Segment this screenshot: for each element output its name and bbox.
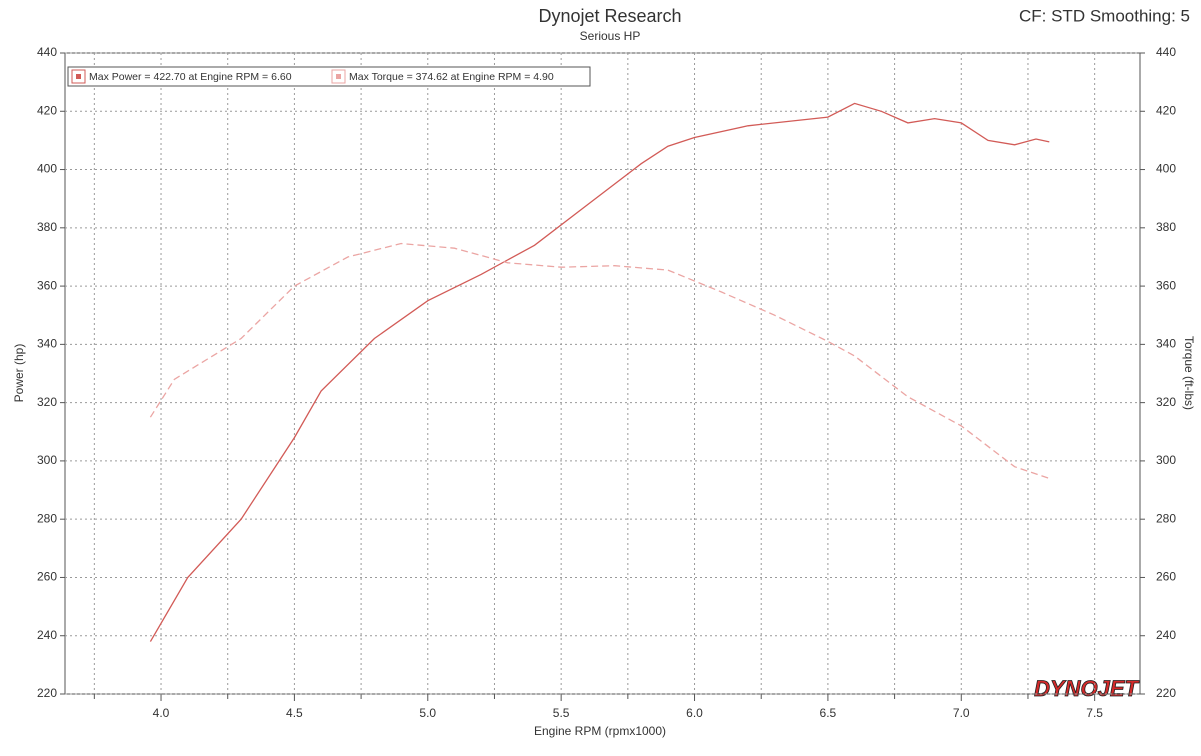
y2-tick-label: 340: [1156, 337, 1176, 351]
series-line: [149, 102, 1050, 642]
x-tick-label: 6.5: [820, 706, 837, 720]
x-tick-label: 4.5: [286, 706, 303, 720]
y2-tick-label: 220: [1156, 686, 1176, 700]
x-tick-label: 4.0: [153, 706, 170, 720]
y2-tick-label: 360: [1156, 278, 1176, 292]
y2-tick-label: 420: [1156, 103, 1176, 117]
logo: DYNOJET: [1034, 676, 1139, 701]
chart-title: Dynojet Research: [538, 6, 681, 26]
x-axis-label: Engine RPM (rpmx1000): [534, 724, 666, 738]
y-tick-label: 420: [37, 103, 57, 117]
y-tick-label: 220: [37, 686, 57, 700]
y-tick-label: 340: [37, 337, 57, 351]
x-tick-label: 6.0: [686, 706, 703, 720]
y-tick-label: 360: [37, 278, 57, 292]
y2-tick-label: 260: [1156, 570, 1176, 584]
legend-swatch-dot: [76, 74, 81, 79]
y-tick-label: 320: [37, 395, 57, 409]
x-tick-label: 7.0: [953, 706, 970, 720]
y-tick-label: 300: [37, 453, 57, 467]
y2-tick-label: 400: [1156, 162, 1176, 176]
chart-subtitle: Serious HP: [580, 29, 641, 43]
legend-label: Max Torque = 374.62 at Engine RPM = 4.90: [349, 71, 554, 83]
y-tick-label: 240: [37, 628, 57, 642]
series-line: [149, 242, 1050, 480]
y-tick-label: 440: [37, 45, 57, 59]
y2-tick-label: 240: [1156, 628, 1176, 642]
plot-area: [64, 52, 1141, 695]
y2-tick-label: 300: [1156, 453, 1176, 467]
y2-axis-label: Torque (ft-lbs): [1182, 336, 1196, 410]
legend: Max Power = 422.70 at Engine RPM = 6.60 M…: [67, 66, 591, 87]
legend-swatch-dot: [336, 74, 341, 79]
y-tick-label: 280: [37, 511, 57, 525]
y-axis-label: Power (hp): [12, 344, 26, 403]
corner-note: CF: STD Smoothing: 5: [1019, 6, 1190, 25]
legend-box: [67, 66, 591, 87]
y-tick-label: 400: [37, 162, 57, 176]
y2-tick-label: 440: [1156, 45, 1176, 59]
legend-label: Max Power = 422.70 at Engine RPM = 6.60: [89, 71, 292, 83]
x-tick-label: 5.5: [553, 706, 570, 720]
x-tick-label: 5.0: [419, 706, 436, 720]
y2-tick-label: 280: [1156, 511, 1176, 525]
y2-tick-label: 320: [1156, 395, 1176, 409]
x-tick-label: 7.5: [1086, 706, 1103, 720]
y-tick-label: 260: [37, 570, 57, 584]
y2-tick-label: 380: [1156, 220, 1176, 234]
y-tick-label: 380: [37, 220, 57, 234]
